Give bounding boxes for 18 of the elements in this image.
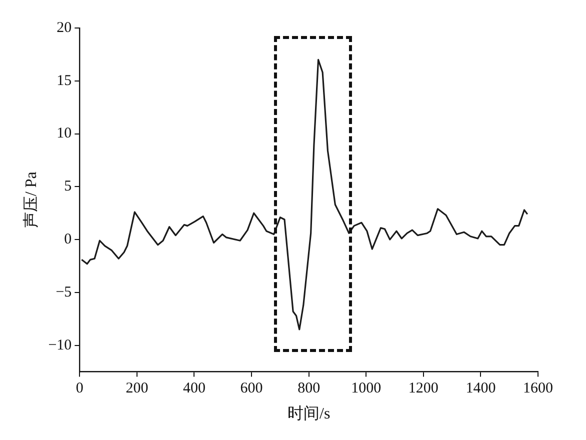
x-tick-label: 600: [240, 380, 263, 397]
y-tick-label: 10: [56, 126, 72, 142]
x-tick-label: 0: [76, 380, 84, 397]
x-tick-label: 400: [182, 380, 206, 397]
x-tick-label: 1200: [408, 380, 438, 397]
y-tick-label: 5: [64, 178, 72, 195]
x-tick-label: 1000: [351, 380, 382, 397]
y-axis-title: 声压/ Pa: [22, 172, 40, 228]
x-tick-label: 800: [298, 380, 320, 397]
x-axis-title: 时间/s: [287, 404, 330, 423]
y-tick-label: −5: [56, 284, 72, 300]
x-tick-label: 1600: [523, 380, 553, 397]
x-tick-label: 1400: [466, 380, 496, 397]
y-tick-label: 0: [64, 232, 72, 248]
y-tick-label: 20: [56, 20, 72, 36]
y-tick-label: 15: [56, 72, 72, 89]
x-tick-label: 200: [126, 380, 148, 397]
y-tick-label: −10: [48, 337, 72, 354]
